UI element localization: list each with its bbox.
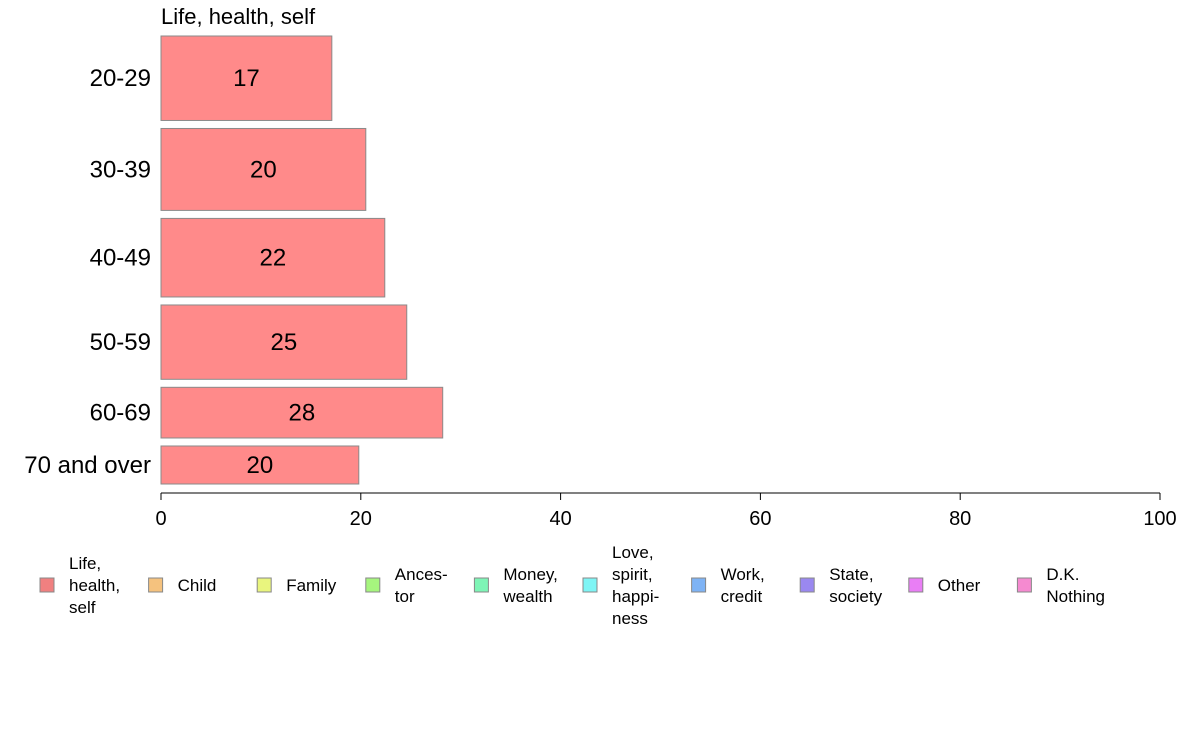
legend-label: Other [938, 576, 981, 595]
legend-swatch [148, 577, 164, 593]
category-label: 50-59 [90, 329, 151, 356]
bars-group: 17 20-29 20 30-39 22 40-49 25 50-59 28 60-69 20 70 … [24, 35, 444, 485]
legend-label: Love, spirit, happi-ness [612, 543, 659, 628]
legend-label: Ances-tor [395, 565, 448, 606]
legend-swatch [1016, 577, 1032, 593]
x-tick-label: 20 [350, 508, 372, 530]
category-label: 40-49 [90, 245, 151, 272]
x-tick-label: 0 [155, 508, 166, 530]
legend-label: Child [178, 576, 217, 595]
bar-3 [160, 304, 408, 380]
legend-label: Work, credit [721, 565, 765, 606]
legend-swatch [582, 577, 598, 593]
legend-swatch [908, 577, 924, 593]
category-label: 70 and over [24, 452, 151, 479]
legend-label: State, society [829, 565, 882, 606]
bar-4 [160, 386, 444, 439]
legend-swatch [256, 577, 272, 593]
legend-label: D.K. Nothing [1046, 565, 1105, 606]
legend-swatch [39, 577, 55, 593]
x-tick-label: 80 [949, 508, 971, 530]
legend-label: Money, wealth [502, 565, 558, 606]
x-tick-label: 100 [1143, 508, 1176, 530]
legend-swatch [473, 577, 489, 593]
bar-value-label: 20 [250, 156, 277, 183]
bar-value-label: 25 [271, 329, 298, 356]
legend-swatch [799, 577, 815, 593]
x-axis: 0 20 40 60 80 100 [155, 492, 1177, 530]
x-tick-label: 40 [549, 508, 571, 530]
bar-0 [160, 35, 333, 121]
bar-value-label: 22 [260, 245, 287, 272]
bar-5 [160, 445, 360, 485]
bar-2 [160, 217, 386, 298]
bar-value-label: 28 [289, 400, 316, 427]
legend-label: Life, health, self [69, 554, 120, 617]
category-label: 60-69 [90, 400, 151, 427]
category-label: 20-29 [90, 65, 151, 92]
bar-value-label: 20 [247, 452, 274, 479]
category-label: 30-39 [90, 156, 151, 183]
chart-title: Life, health, self [161, 4, 316, 29]
legend: Life, health, self Child Family Ances-tor Mone… [39, 543, 1105, 628]
legend-swatch [365, 577, 381, 593]
bar-value-label: 17 [233, 65, 260, 92]
bar-1 [160, 127, 367, 211]
x-tick-label: 60 [749, 508, 771, 530]
legend-swatch [691, 577, 707, 593]
legend-label: Family [286, 576, 337, 595]
